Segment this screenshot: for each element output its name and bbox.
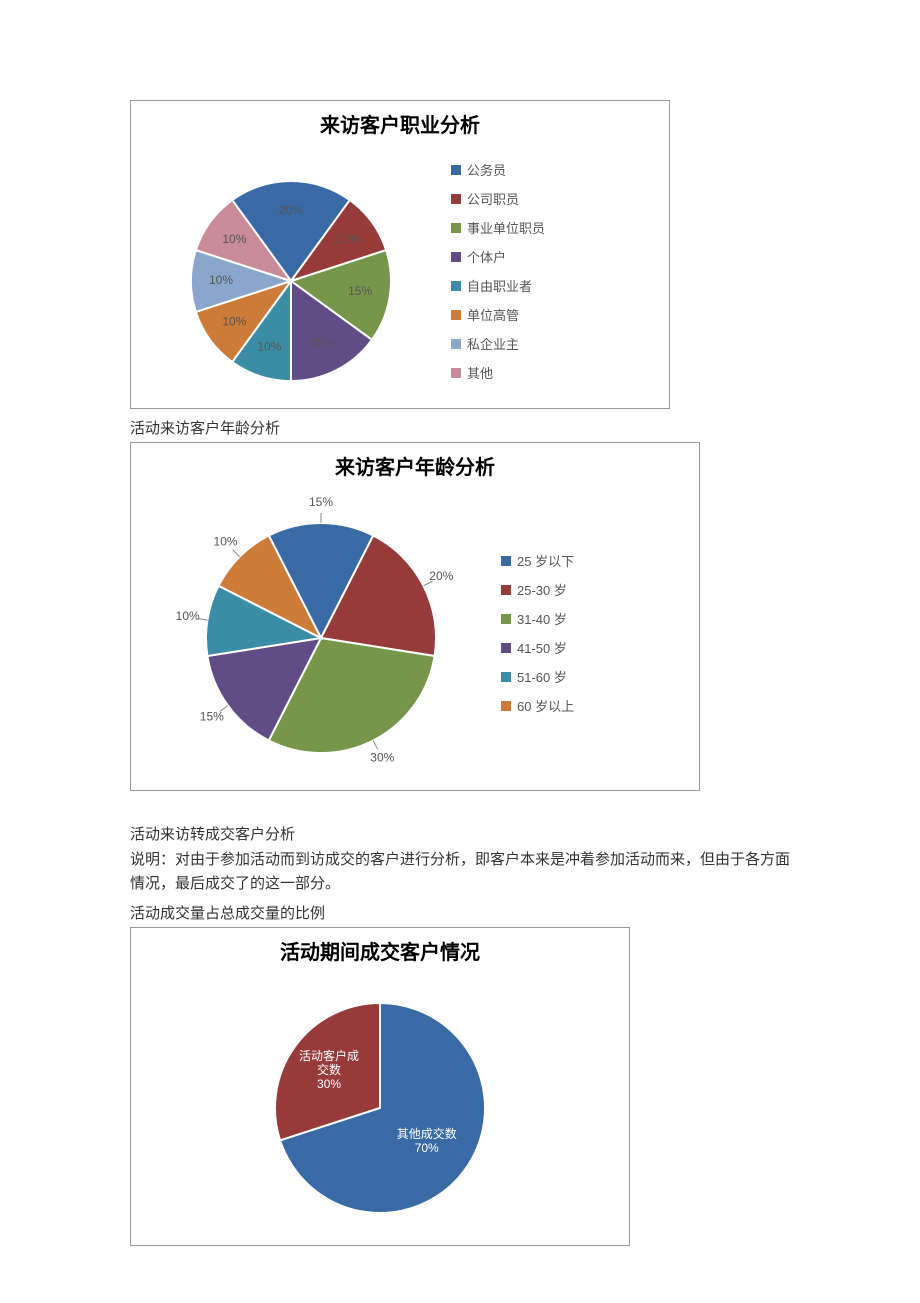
leader-line: [373, 740, 378, 749]
leader-line: [423, 581, 432, 586]
deal-chart: 活动期间成交客户情况 活动客户成交数30% 其他成交数70%: [130, 927, 630, 1246]
section-heading-ratio: 活动成交量占总成交量的比例: [130, 902, 790, 923]
slice-inner-label: 交数: [317, 1062, 341, 1077]
pie-svg: 活动客户成交数30% 其他成交数70%: [210, 973, 550, 1233]
section-heading-deal: 活动来访转成交客户分析: [130, 823, 790, 844]
legend-swatch: [501, 614, 511, 624]
legend-label: 个体户: [467, 247, 506, 266]
legend-swatch: [451, 281, 461, 291]
legend-label: 25 岁以下: [517, 551, 574, 570]
pie-area: 20% 10% 15% 15% 10% 10% 10% 10%: [141, 146, 431, 396]
legend-swatch: [451, 368, 461, 378]
legend-swatch: [501, 556, 511, 566]
slice-percent-label: 20%: [279, 203, 303, 217]
slice-percent-label: 15%: [348, 284, 372, 298]
legend-item: 60 岁以上: [501, 696, 574, 715]
legend-swatch: [501, 672, 511, 682]
legend-label: 事业单位职员: [467, 218, 545, 237]
slice-percent-label: 15%: [311, 336, 335, 350]
legend-label: 自由职业者: [467, 276, 532, 295]
legend-item: 公务员: [451, 160, 545, 179]
slice-percent-label: 15%: [309, 495, 333, 509]
pie-area: 15%20%30%15%10%10%: [141, 488, 481, 778]
slice-percent-label: 10%: [214, 535, 238, 549]
legend-label: 31-40 岁: [517, 609, 567, 628]
pie-svg: 15%20%30%15%10%10%: [141, 488, 481, 778]
legend-label: 公司职员: [467, 189, 519, 208]
slice-percent-label: 10%: [336, 232, 360, 246]
legend-swatch: [451, 194, 461, 204]
legend-item: 51-60 岁: [501, 667, 574, 686]
legend-swatch: [451, 223, 461, 233]
legend-item: 31-40 岁: [501, 609, 574, 628]
legend-swatch: [501, 585, 511, 595]
legend-item: 41-50 岁: [501, 638, 574, 657]
slice-percent-label: 10%: [257, 340, 281, 354]
legend-swatch: [501, 701, 511, 711]
slice-percent-label: 30%: [370, 750, 394, 764]
legend-label: 单位高管: [467, 305, 519, 324]
legend-item: 个体户: [451, 247, 545, 266]
slice-inner-label: 其他成交数: [397, 1126, 457, 1141]
slice-percent-label: 10%: [222, 314, 246, 328]
slice-percent-label: 10%: [176, 609, 200, 623]
pie-area: 活动客户成交数30% 其他成交数70%: [210, 973, 550, 1233]
legend-label: 公务员: [467, 160, 506, 179]
legend-item: 公司职员: [451, 189, 545, 208]
slice-percent-label: 10%: [222, 232, 246, 246]
legend-label: 25-30 岁: [517, 580, 567, 599]
legend-item: 25-30 岁: [501, 580, 574, 599]
slice-inner-label: 70%: [415, 1141, 439, 1155]
age-chart: 来访客户年龄分析 15%20%30%15%10%10% 25 岁以下25-30 …: [130, 442, 700, 791]
chart-legend: 25 岁以下 25-30 岁 31-40 岁 41-50 岁 51-60 岁 60 岁以上: [501, 551, 574, 715]
slice-inner-label: 活动客户成: [299, 1048, 359, 1063]
legend-item: 25 岁以下: [501, 551, 574, 570]
legend-item: 自由职业者: [451, 276, 545, 295]
legend-swatch: [451, 310, 461, 320]
slice-inner-label: 30%: [317, 1077, 341, 1091]
chart-legend: 公务员公司职员事业单位职员个体户自由职业者单位高管私企业主其他: [451, 160, 545, 382]
chart-title: 活动期间成交客户情况: [131, 928, 629, 969]
legend-swatch: [451, 252, 461, 262]
legend-swatch: [501, 643, 511, 653]
description-text: 说明：对由于参加活动而到访成交的客户进行分析，即客户本来是冲着参加活动而来，但由…: [130, 848, 790, 896]
legend-item: 事业单位职员: [451, 218, 545, 237]
legend-label: 41-50 岁: [517, 638, 567, 657]
legend-item: 私企业主: [451, 334, 545, 353]
legend-label: 60 岁以上: [517, 696, 574, 715]
slice-percent-label: 20%: [429, 569, 453, 583]
legend-item: 其他: [451, 363, 545, 382]
legend-label: 私企业主: [467, 334, 519, 353]
leader-line: [233, 550, 240, 557]
occupation-chart: 来访客户职业分析 20% 10% 15% 15% 10% 10% 10% 10% 公务员公司职…: [130, 100, 670, 409]
pie-svg: 20% 10% 15% 15% 10% 10% 10% 10%: [141, 146, 431, 396]
section-heading-age: 活动来访客户年龄分析: [130, 417, 790, 438]
legend-item: 单位高管: [451, 305, 545, 324]
chart-title: 来访客户年龄分析: [131, 443, 699, 484]
legend-label: 51-60 岁: [517, 667, 567, 686]
chart-title: 来访客户职业分析: [131, 101, 669, 142]
legend-label: 其他: [467, 363, 493, 382]
legend-swatch: [451, 165, 461, 175]
slice-percent-label: 10%: [209, 273, 233, 287]
legend-swatch: [451, 339, 461, 349]
